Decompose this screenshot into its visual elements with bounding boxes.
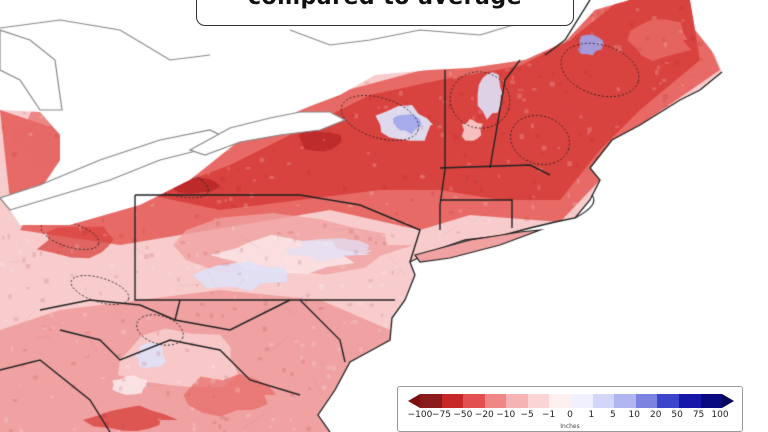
colorbar-tick-label: −75: [431, 410, 451, 420]
colorbar-segment: [463, 394, 485, 408]
colorbar-over-arrow: [722, 394, 734, 408]
colorbar: [408, 394, 734, 408]
colorbar-tick-label: −10: [496, 410, 516, 420]
colorbar-unit: Inches: [560, 423, 580, 430]
colorbar-tick-label: 100: [711, 410, 729, 420]
colorbar-segment: [527, 394, 550, 408]
colorbar-segment: [700, 394, 723, 408]
colorbar-tick-label: −5: [520, 410, 534, 420]
colorbar-segments: [420, 394, 723, 408]
map-title-box: compared to average: [196, 0, 574, 26]
colorbar-tick-label: 50: [671, 410, 683, 420]
colorbar-segment: [506, 394, 528, 408]
colorbar-tick-label: −20: [474, 410, 494, 420]
colorbar-tick-label: −100: [407, 410, 433, 420]
colorbar-segment: [484, 394, 507, 408]
colorbar-tick-label: 1: [588, 410, 595, 420]
colorbar-tick-label: 0: [567, 410, 573, 420]
colorbar-tick-label: −1: [541, 410, 556, 420]
colorbar-segment: [614, 394, 636, 408]
colorbar-tick-label: 5: [609, 410, 616, 420]
colorbar-under-arrow: [408, 394, 420, 408]
colorbar-segment: [549, 394, 572, 408]
colorbar-segment: [441, 394, 464, 408]
colorbar-segment: [592, 394, 615, 408]
colorbar-segment: [420, 394, 442, 408]
colorbar-legend: −100 −75 −50 −20 −10 −5 −1 0 1 5 10 20 50 75 100 Inche…: [397, 386, 743, 432]
colorbar-tick-label: −50: [453, 410, 473, 420]
colorbar-segment: [657, 394, 679, 408]
colorbar-tick-label: 75: [692, 410, 705, 420]
colorbar-segment: [635, 394, 658, 408]
colorbar-tick-label: 10: [628, 410, 641, 420]
map-title: compared to average: [197, 0, 573, 10]
colorbar-segment: [571, 394, 593, 408]
colorbar-tick-label: 20: [649, 410, 662, 420]
colorbar-ticks: −100 −75 −50 −20 −10 −5 −1 0 1 5 10 20 50 75 100: [408, 410, 729, 422]
colorbar-segment: [678, 394, 701, 408]
